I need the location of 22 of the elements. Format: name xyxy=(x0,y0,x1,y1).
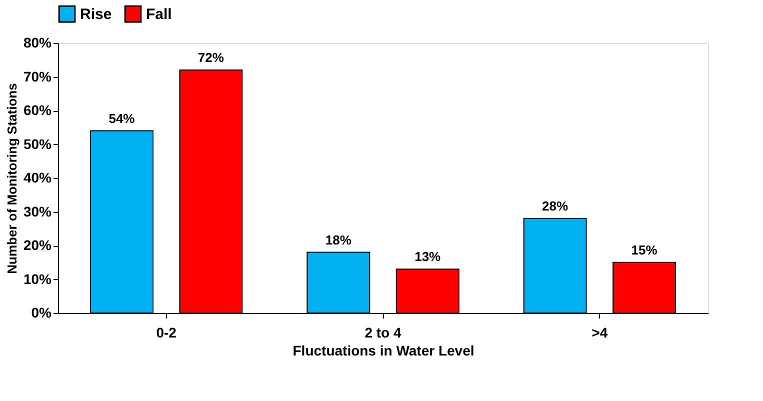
y-tick-label: 60% xyxy=(23,102,52,118)
x-tick-label: 2 to 4 xyxy=(364,324,402,340)
data-label: 72% xyxy=(198,50,224,65)
x-tick-label: 0-2 xyxy=(156,324,177,340)
x-tick-label: >4 xyxy=(592,324,608,340)
x-axis-title: Fluctuations in Water Level xyxy=(292,342,474,358)
y-tick-label: 0% xyxy=(31,304,52,320)
data-label: 28% xyxy=(542,198,569,214)
legend-label: Fall xyxy=(146,6,172,24)
y-tick-label: 70% xyxy=(23,68,52,84)
y-axis-title: Number of Monitoring Stations xyxy=(4,83,20,274)
legend-label: Rise xyxy=(80,6,112,24)
y-tick-label: 80% xyxy=(23,34,52,50)
y-tick-label: 20% xyxy=(23,237,52,253)
data-label: 18% xyxy=(325,232,352,248)
y-tick-label: 30% xyxy=(23,203,52,220)
data-label: 13% xyxy=(414,249,442,264)
y-tick-label: 40% xyxy=(23,170,52,186)
data-label: 54% xyxy=(108,110,136,126)
y-tick-label: 10% xyxy=(23,270,52,287)
y-tick-label: 50% xyxy=(23,136,52,152)
data-label: 15% xyxy=(631,242,658,258)
